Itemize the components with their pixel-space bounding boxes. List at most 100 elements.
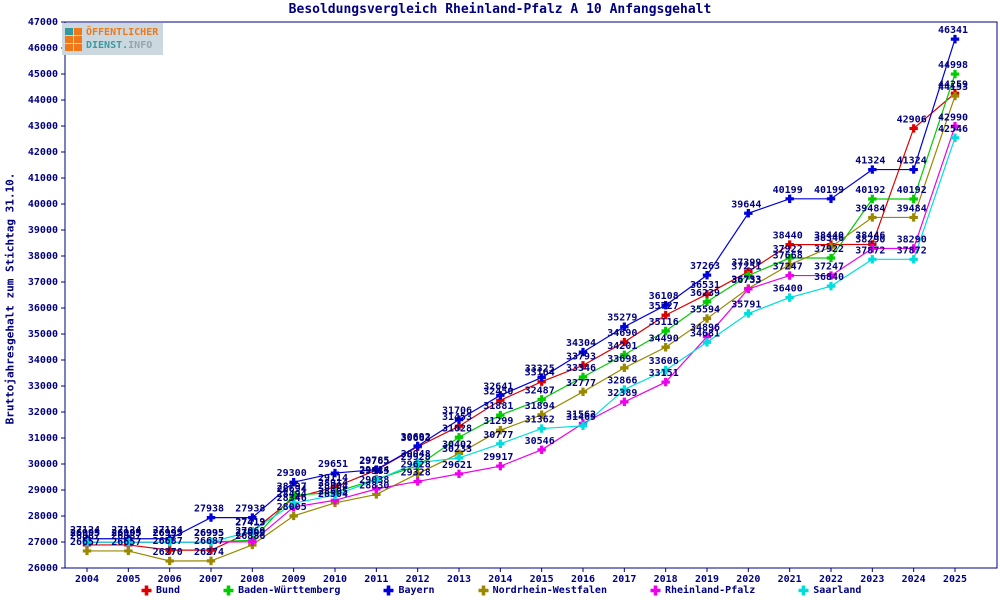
data-point-bund-2014 <box>496 396 505 405</box>
series-line-nordrhein-westfalen <box>87 95 956 562</box>
data-point-baden-w-rttemberg-2020 <box>744 271 753 280</box>
point-label-nordrhein-westfalen-2011: 28830 <box>359 480 389 491</box>
point-label-bayern-2022: 40199 <box>814 185 844 196</box>
data-point-bayern-2014 <box>496 391 505 400</box>
point-label-saarland-2007: 26995 <box>194 528 224 539</box>
data-point-saarland-2022 <box>826 281 836 291</box>
point-label-nordrhein-westfalen-2023: 39484 <box>855 203 885 214</box>
site-logo: ÖFFENTLICHER DIENST.INFO <box>62 23 164 55</box>
point-label-rheinland-pfalz-2009: 28346 <box>277 493 307 504</box>
point-label-nordrhein-westfalen-2009: 28005 <box>277 502 307 513</box>
svg-text:2013: 2013 <box>447 574 471 585</box>
point-label-rheinland-pfalz-2015: 30546 <box>525 436 555 447</box>
point-label-baden-w-rttemberg-2010: 28914 <box>318 478 348 489</box>
svg-text:43000: 43000 <box>28 121 58 132</box>
data-point-baden-w-rttemberg-2019 <box>702 297 712 306</box>
svg-text:37000: 37000 <box>28 277 58 288</box>
data-point-baden-w-rttemberg-2021 <box>785 253 794 263</box>
data-point-bayern-2020 <box>744 209 753 218</box>
point-label-baden-w-rttemberg-2023: 40192 <box>855 185 885 196</box>
point-label-saarland-2020: 35791 <box>731 299 761 310</box>
data-point-saarland-2015 <box>537 424 546 433</box>
data-point-bayern-2019 <box>702 270 712 280</box>
data-point-baden-w-rttemberg-2016 <box>578 372 588 382</box>
logo-squares-icon <box>65 27 82 51</box>
point-label-baden-w-rttemberg-2013: 31028 <box>442 423 472 434</box>
point-label-bayern-2014: 32641 <box>483 381 513 392</box>
legend-label-nordrhein-westfalen: Nordrhein-Westfalen <box>492 585 607 596</box>
data-point-bayern-2007 <box>206 513 216 522</box>
data-point-baden-w-rttemberg-2022 <box>826 253 836 263</box>
point-label-rheinland-pfalz-2025: 42990 <box>938 112 968 123</box>
data-point-rheinland-pfalz-2017 <box>620 397 629 407</box>
point-label-baden-w-rttemberg-2006: 26995 <box>153 528 183 539</box>
data-point-saarland-2023 <box>868 255 877 264</box>
data-point-baden-w-rttemberg-2017 <box>620 350 629 359</box>
point-label-baden-w-rttemberg-2008: 27069 <box>235 526 265 537</box>
point-label-bund-2007: 26687 <box>194 536 224 547</box>
data-point-rheinland-pfalz-2019 <box>702 332 712 341</box>
data-point-nordrhein-westfalen-2021 <box>785 260 794 269</box>
logo-line1: ÖFFENTLICHER <box>86 26 159 38</box>
svg-text:26000: 26000 <box>28 563 58 574</box>
data-point-bund-2018 <box>661 310 670 320</box>
point-label-rheinland-pfalz-2010: 28605 <box>318 486 348 497</box>
svg-text:28000: 28000 <box>28 511 58 522</box>
point-label-bayern-2011: 29785 <box>359 456 389 467</box>
data-point-saarland-2011 <box>372 475 381 485</box>
data-point-bayern-2018 <box>661 300 670 310</box>
logo-line2-dienst: DIENST. <box>86 39 129 51</box>
point-label-bund-2016: 33793 <box>566 351 596 362</box>
legend-marker-nordrhein-westfalen-icon <box>478 585 489 596</box>
point-label-bund-2012: 30663 <box>401 433 431 444</box>
svg-text:2011: 2011 <box>364 574 388 585</box>
point-label-bund-2017: 34690 <box>607 328 637 339</box>
point-label-nordrhein-westfalen-2012: 29628 <box>401 460 431 471</box>
data-point-saarland-2021 <box>785 293 794 302</box>
data-point-baden-w-rttemberg-2009 <box>289 491 298 500</box>
series-line-baden-w-rttemberg <box>87 73 956 543</box>
legend-marker-baden-w-rttemberg-icon <box>223 585 234 596</box>
svg-text:2006: 2006 <box>158 574 182 585</box>
data-point-rheinland-pfalz-2023 <box>868 244 877 253</box>
point-label-nordrhein-westfalen-2004: 26657 <box>70 537 100 548</box>
data-point-nordrhein-westfalen-2004 <box>82 546 92 556</box>
svg-text:2015: 2015 <box>530 574 554 585</box>
series-saarland <box>82 133 960 547</box>
data-point-nordrhein-westfalen-2022 <box>826 242 836 252</box>
point-label-nordrhein-westfalen-2005: 26657 <box>111 537 141 548</box>
point-label-baden-w-rttemberg-2011: 29414 <box>359 465 389 476</box>
point-label-bayern-2005: 27124 <box>111 525 141 536</box>
point-label-saarland-2009: 28494 <box>277 489 307 500</box>
legend-item-saarland: Saarland <box>797 584 861 597</box>
svg-text:29000: 29000 <box>28 485 58 496</box>
series-line-bund <box>87 92 956 551</box>
svg-text:2019: 2019 <box>695 574 719 585</box>
point-label-rheinland-pfalz-2019: 34896 <box>690 323 720 334</box>
point-label-bund-2010: 29114 <box>318 473 348 484</box>
point-label-bayern-2008: 27938 <box>235 504 265 515</box>
point-label-bund-2014: 32450 <box>483 386 513 397</box>
svg-text:42000: 42000 <box>28 147 58 158</box>
data-point-bayern-2012 <box>413 441 422 451</box>
point-label-baden-w-rttemberg-2018: 35116 <box>649 317 679 328</box>
point-label-bayern-2024: 41324 <box>897 156 927 167</box>
series-baden-w-rttemberg <box>82 69 960 547</box>
legend-label-saarland: Saarland <box>813 585 862 596</box>
data-point-bayern-2025 <box>950 34 960 44</box>
point-label-rheinland-pfalz-2023: 38290 <box>855 234 885 245</box>
point-label-bayern-2007: 27938 <box>194 504 224 515</box>
svg-text:2023: 2023 <box>860 574 884 585</box>
data-point-nordrhein-westfalen-2011 <box>372 490 381 499</box>
point-label-nordrhein-westfalen-2010: 28504 <box>318 489 348 500</box>
point-label-baden-w-rttemberg-2009: 28797 <box>277 481 307 492</box>
data-point-rheinland-pfalz-2020 <box>744 284 753 294</box>
point-label-saarland-2017: 32866 <box>607 375 637 386</box>
point-label-rheinland-pfalz-2018: 33151 <box>649 368 679 379</box>
point-label-nordrhein-westfalen-2019: 35594 <box>690 305 720 316</box>
legend-item-baden-w-rttemberg: Baden-Württemberg <box>222 584 340 597</box>
svg-text:2021: 2021 <box>778 574 802 585</box>
series-line-bayern <box>87 38 956 540</box>
